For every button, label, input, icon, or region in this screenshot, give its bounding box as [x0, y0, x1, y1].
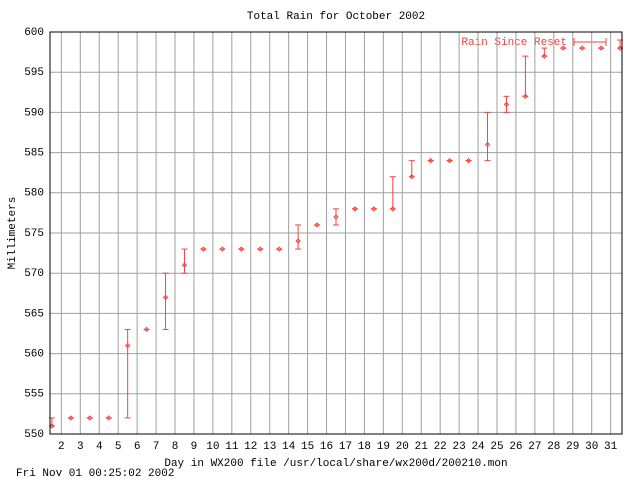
error-point [465, 157, 472, 164]
x-tick-label: 25 [490, 441, 503, 453]
error-point [162, 272, 169, 330]
error-point [522, 55, 529, 100]
x-tick-label: 13 [263, 441, 276, 453]
y-tick-label: 580 [24, 188, 44, 200]
x-tick-label: 10 [206, 441, 219, 453]
error-point [579, 45, 586, 51]
error-point [181, 248, 188, 274]
x-tick-label: 23 [453, 441, 466, 453]
x-tick-label: 28 [547, 441, 560, 453]
error-point [295, 224, 302, 250]
error-point [389, 176, 396, 212]
x-tick-label: 31 [604, 441, 618, 453]
x-tick-label: 7 [153, 441, 160, 453]
error-point [276, 246, 283, 252]
y-tick-label: 600 [24, 27, 44, 39]
error-point [105, 415, 112, 421]
error-point [484, 111, 491, 162]
y-tick-label: 565 [24, 308, 44, 320]
y-tick-label: 575 [24, 228, 44, 240]
timestamp: Fri Nov 01 00:25:02 2002 [16, 468, 174, 480]
error-point [333, 208, 339, 226]
y-tick-label: 555 [24, 389, 44, 401]
x-tick-label: 20 [396, 441, 409, 453]
y-axis-label: Millimeters [7, 197, 19, 270]
y-tick-label: 570 [24, 268, 44, 280]
x-tick-label: 3 [77, 441, 84, 453]
plot-frame [49, 31, 623, 435]
x-tick-label: 18 [358, 441, 371, 453]
legend-sample [573, 38, 607, 46]
x-tick-label: 2 [58, 441, 65, 453]
x-tick-label: 27 [528, 441, 541, 453]
legend-label: Rain Since Reset [461, 37, 567, 49]
error-point [86, 415, 93, 421]
error-point [370, 206, 377, 212]
x-axis-label: Day in WX200 file /usr/local/share/wx200… [164, 458, 507, 470]
y-tick-label: 585 [24, 148, 44, 160]
x-tick-label: 16 [320, 441, 333, 453]
error-point [351, 206, 358, 212]
x-tick-label: 11 [225, 441, 239, 453]
error-point [314, 222, 321, 228]
error-point [541, 47, 548, 59]
y-tick-label: 590 [24, 107, 44, 119]
error-point [598, 45, 605, 51]
x-tick-label: 26 [509, 441, 522, 453]
x-tick-label: 14 [282, 441, 296, 453]
error-point [560, 45, 567, 51]
x-tick-label: 21 [415, 441, 429, 453]
x-tick-label: 6 [134, 441, 141, 453]
error-point [200, 246, 207, 252]
y-tick-label: 550 [24, 429, 44, 441]
error-point [503, 95, 510, 113]
error-point [124, 328, 131, 419]
error-point [143, 326, 150, 333]
x-tick-label: 19 [377, 441, 390, 453]
x-tick-label: 9 [191, 441, 198, 453]
error-point [219, 246, 226, 252]
x-tick-label: 15 [301, 441, 314, 453]
x-tick-label: 5 [115, 441, 122, 453]
y-tick-label: 595 [24, 67, 44, 79]
error-point [238, 246, 245, 252]
x-tick-label: 30 [585, 441, 598, 453]
error-point [67, 415, 74, 421]
chart-title: Total Rain for October 2002 [247, 11, 425, 23]
error-point [427, 157, 434, 164]
x-tick-label: 8 [172, 441, 179, 453]
error-point [408, 160, 415, 180]
x-tick-label: 24 [471, 441, 485, 453]
x-tick-label: 22 [434, 441, 447, 453]
y-tick-label: 560 [24, 349, 44, 361]
x-tick-label: 29 [566, 441, 579, 453]
x-tick-label: 12 [244, 441, 257, 453]
error-point [446, 157, 453, 164]
x-tick-label: 17 [339, 441, 352, 453]
x-tick-label: 4 [96, 441, 103, 453]
error-point [257, 246, 264, 252]
